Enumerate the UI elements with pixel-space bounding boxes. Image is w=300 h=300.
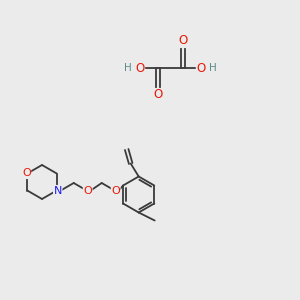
Text: N: N: [53, 185, 62, 196]
Text: O: O: [196, 61, 206, 74]
Text: O: O: [22, 169, 31, 178]
Text: H: H: [209, 63, 217, 73]
Text: O: O: [153, 88, 163, 101]
Text: O: O: [111, 185, 120, 196]
Text: O: O: [83, 185, 92, 196]
Text: O: O: [178, 34, 188, 47]
Text: H: H: [124, 63, 132, 73]
Text: O: O: [135, 61, 145, 74]
